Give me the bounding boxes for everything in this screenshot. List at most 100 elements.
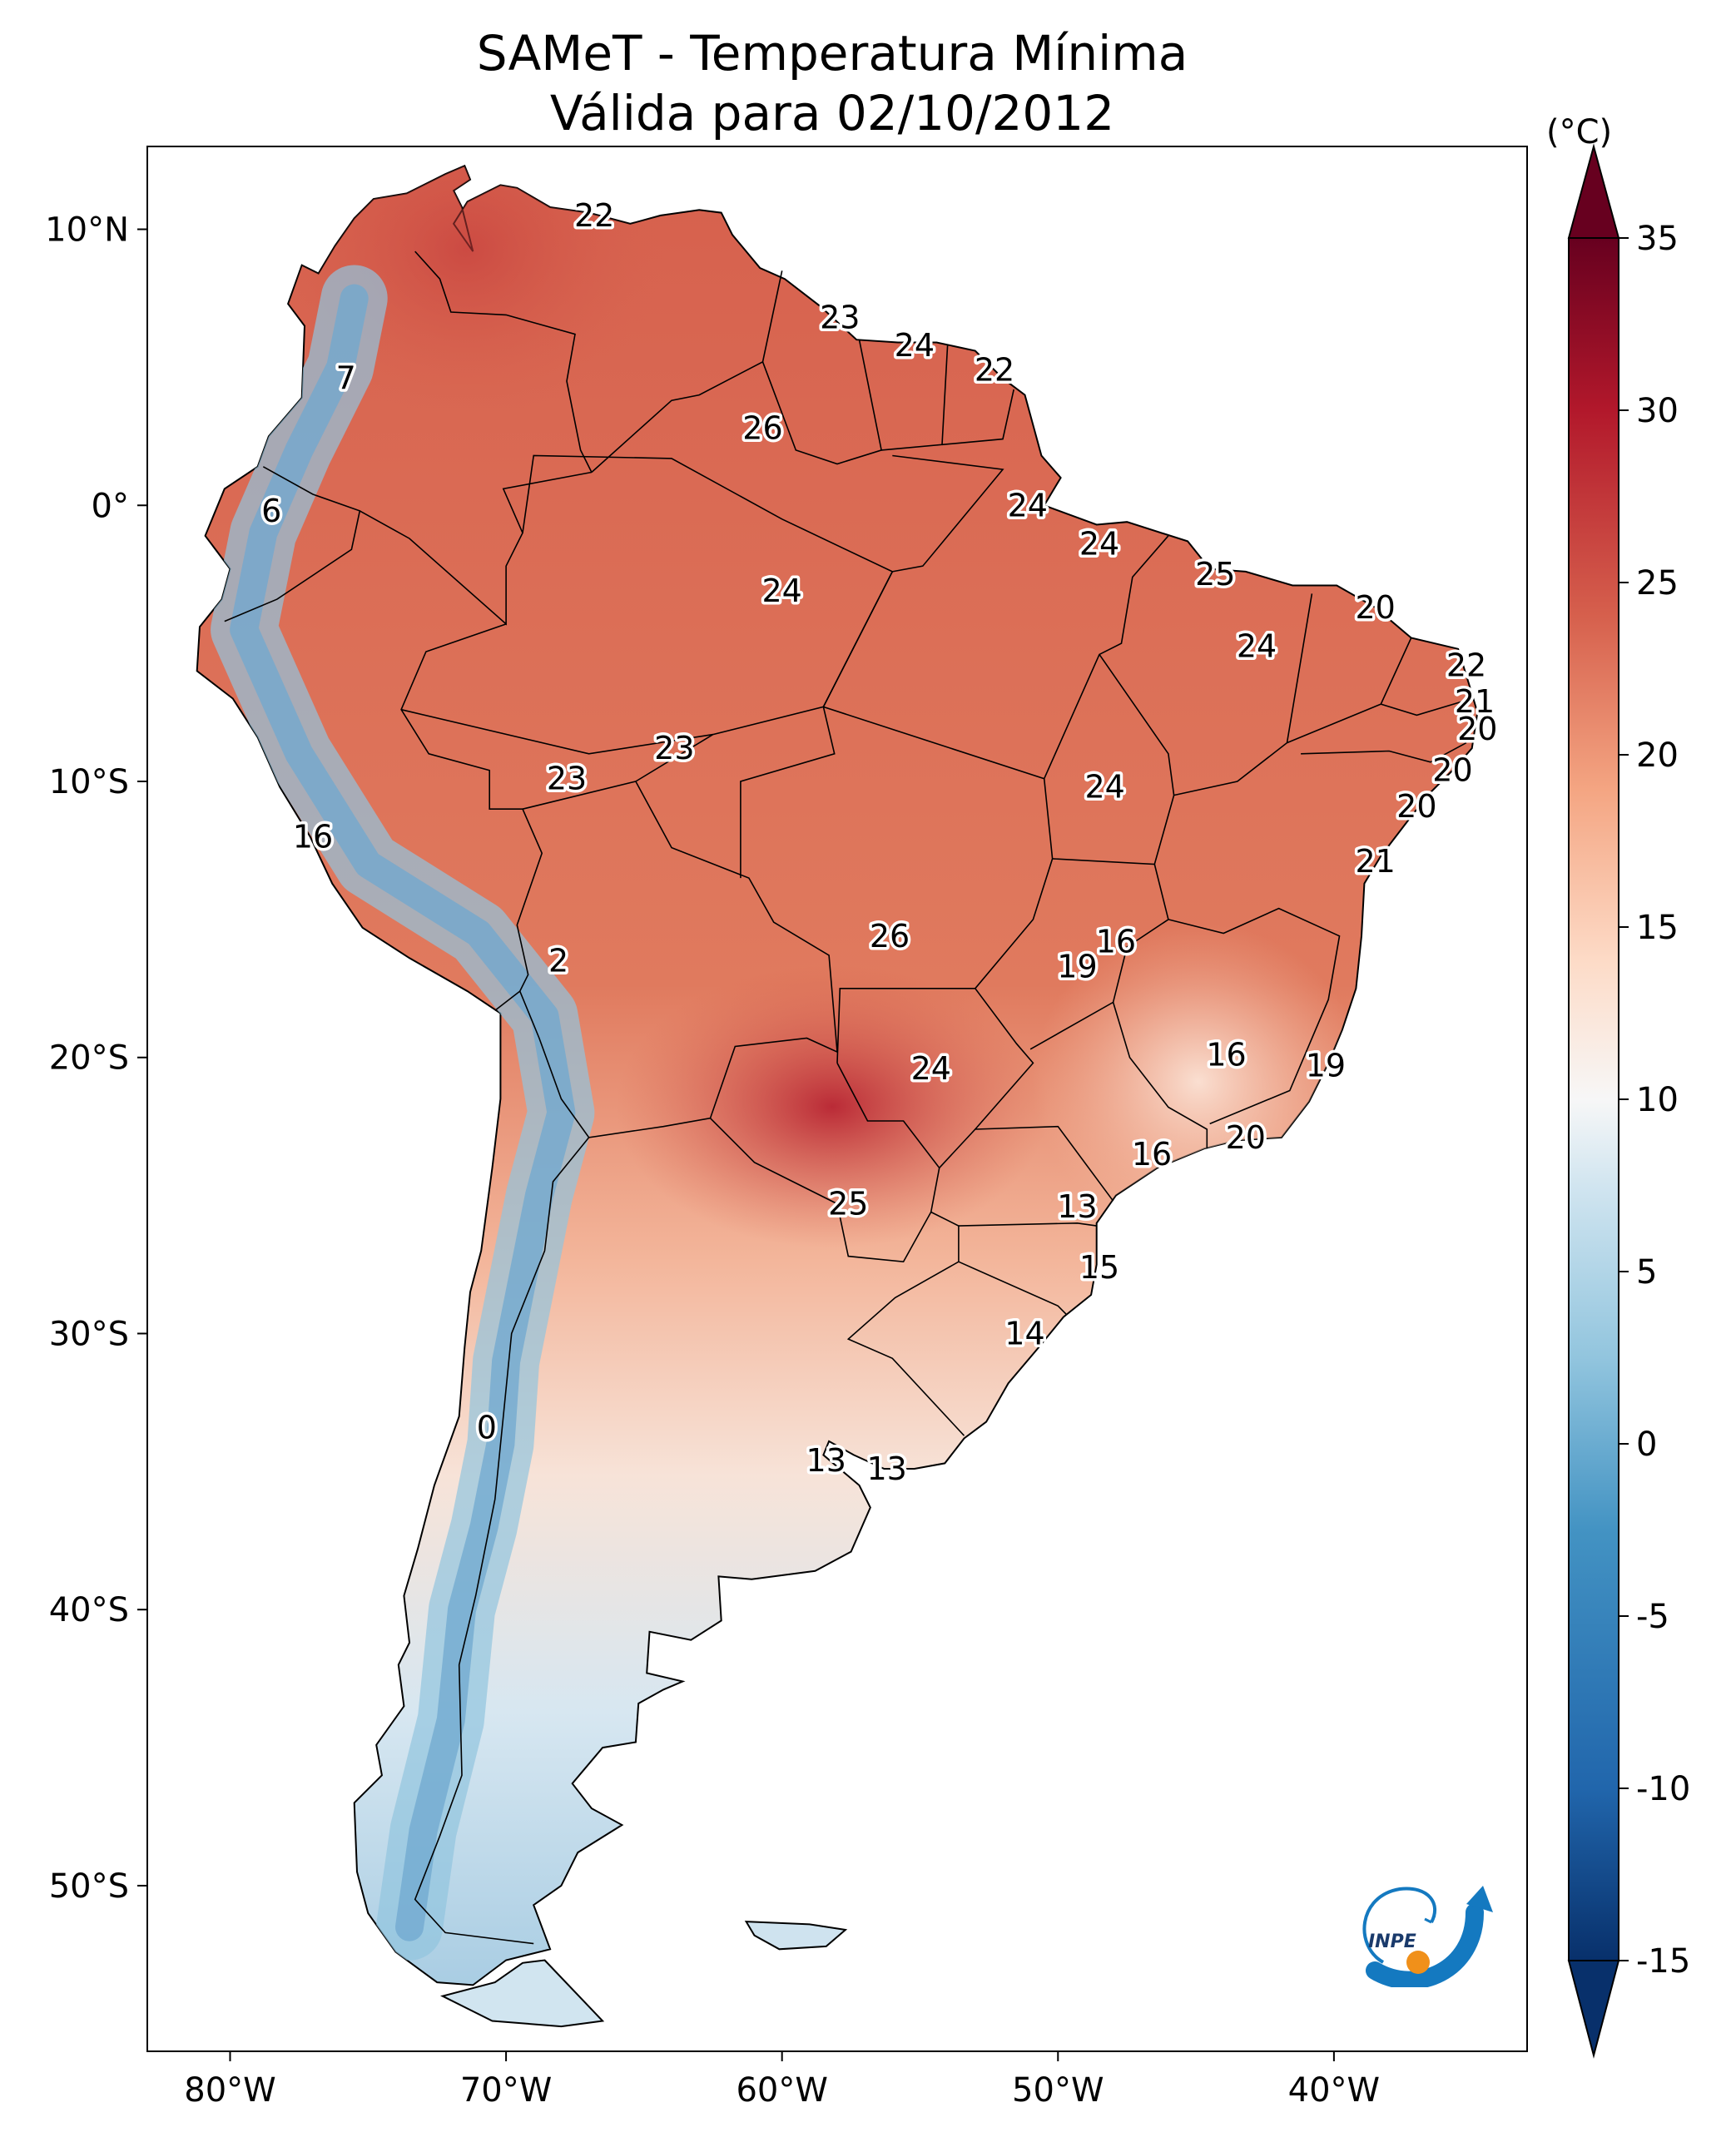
- latitude-tick-label: 20°S: [49, 1039, 129, 1078]
- station-value-label: 25: [1195, 556, 1235, 593]
- station-value-label: 20: [1457, 711, 1497, 747]
- latitude-axis: 10°N 0° 10°S 20°S 30°S 40°S 50°S: [45, 211, 147, 1906]
- latitude-tick-label: 30°S: [49, 1315, 129, 1353]
- colorbar-tick-label: 0: [1636, 1426, 1657, 1464]
- station-value-label: 24: [1237, 627, 1277, 664]
- station-value-label: 22: [1446, 647, 1486, 684]
- colorbar-tick-label: -5: [1636, 1598, 1669, 1636]
- inpe-logo-text: INPE: [1368, 1931, 1416, 1952]
- border-line: [414, 1137, 590, 1945]
- colorbar-scale: [1568, 237, 1619, 1961]
- station-value-label: 2: [548, 943, 568, 979]
- border-line: [822, 571, 1054, 989]
- station-value-label: 13: [1057, 1188, 1097, 1225]
- station-value-label: 20: [1355, 589, 1395, 626]
- border-line: [709, 1063, 940, 1263]
- station-value-label: 20: [1226, 1119, 1266, 1156]
- station-value-label: 21: [1355, 843, 1395, 880]
- falkland-islands: [744, 1921, 848, 1951]
- latitude-tick-label: 50°S: [49, 1867, 129, 1906]
- border-line: [1112, 1002, 1208, 1149]
- border-line: [761, 340, 883, 465]
- latitude-tick-label: 40°S: [49, 1591, 129, 1629]
- station-value-label: 24: [911, 1050, 951, 1087]
- border-line: [400, 623, 543, 1011]
- border-line: [939, 1125, 1114, 1202]
- border-line: [958, 1261, 1067, 1315]
- station-value-label: 24: [1084, 769, 1124, 806]
- station-value-label: 16: [1206, 1036, 1246, 1073]
- border-line: [892, 454, 1004, 573]
- colorbar-tick-label: 5: [1636, 1253, 1657, 1292]
- station-value-label: 13: [806, 1442, 846, 1479]
- tierra-del-fuego: [439, 1959, 605, 2028]
- station-value-label: 22: [574, 197, 614, 234]
- station-value-label: 6: [261, 493, 281, 529]
- border-line: [941, 389, 1014, 446]
- colorbar-unit: (°C): [1546, 113, 1612, 151]
- station-value-label: 15: [1079, 1249, 1119, 1286]
- station-value-label: 19: [1306, 1048, 1346, 1084]
- station-value-label: 20: [1432, 752, 1472, 789]
- country-borders: [224, 250, 1472, 1945]
- colorbar-tick-label: -10: [1636, 1770, 1690, 1808]
- inpe-logo: INPE: [1362, 1886, 1493, 1987]
- station-value-label: 24: [1079, 526, 1119, 563]
- colorbar-tick-label: 15: [1636, 909, 1679, 947]
- station-value-label: 16: [1096, 923, 1136, 959]
- chart-title: SAMeT - Temperatura Mínima Válida para 0…: [0, 23, 1664, 143]
- colorbar-tick-label: 20: [1636, 736, 1679, 775]
- colorbar-tick-label: 35: [1636, 220, 1679, 258]
- longitude-tick-label: 70°W: [460, 2071, 552, 2110]
- station-value-label: 23: [820, 300, 860, 336]
- border-line: [1153, 864, 1341, 1125]
- border-line: [518, 781, 838, 1138]
- station-value-label: 7: [336, 360, 356, 397]
- colorbar: 35 30 25 20 15 10 5 0 -5 -10 -15 (°C): [1546, 113, 1690, 2059]
- title-line-1: SAMeT - Temperatura Mínima: [476, 25, 1188, 82]
- longitude-tick-label: 60°W: [736, 2071, 827, 2110]
- station-value-label: 24: [762, 573, 802, 609]
- colorbar-upper-extend: [1567, 143, 1620, 239]
- border-line: [1173, 593, 1313, 796]
- border-line: [359, 471, 593, 626]
- border-line: [1381, 697, 1472, 717]
- station-value-label: 22: [975, 352, 1014, 389]
- border-line: [836, 988, 1034, 1130]
- station-value-label: 20: [1396, 788, 1436, 825]
- colorbar-tick-label: 10: [1636, 1081, 1679, 1119]
- colorbar-tick-label: 25: [1636, 564, 1679, 602]
- border-line: [224, 466, 361, 622]
- station-value-label: 23: [547, 761, 587, 797]
- border-line: [414, 250, 593, 473]
- title-line-2: Válida para 02/10/2012: [549, 85, 1115, 141]
- latitude-tick-label: 10°S: [49, 763, 129, 801]
- longitude-axis: 80°W 70°W 60°W 50°W 40°W: [184, 2051, 1380, 2110]
- border-line: [1301, 741, 1467, 763]
- longitude-tick-label: 80°W: [184, 2071, 275, 2110]
- longitude-tick-label: 50°W: [1012, 2071, 1104, 2110]
- border-line: [635, 706, 836, 879]
- colorbar-ticks: 35 30 25 20 15 10 5 0 -5 -10 -15: [1619, 220, 1690, 1981]
- border-line: [1029, 919, 1169, 1050]
- station-value-label: 24: [1008, 487, 1048, 523]
- station-value-label: 16: [1132, 1136, 1172, 1173]
- station-value-label: 0: [477, 1409, 497, 1445]
- station-value-label: 13: [867, 1450, 907, 1487]
- border-line: [591, 270, 783, 474]
- colorbar-tick-label: 30: [1636, 392, 1679, 430]
- station-value-label: 26: [870, 918, 910, 955]
- station-value-label: 19: [1057, 948, 1097, 984]
- colorbar-tick-label: -15: [1636, 1942, 1690, 1981]
- station-value-label: 26: [742, 409, 782, 446]
- latitude-tick-label: 10°N: [45, 211, 129, 250]
- colorbar-lower-extend: [1567, 1960, 1620, 2059]
- border-line: [400, 708, 713, 755]
- border-line: [958, 1222, 1097, 1227]
- latitude-tick-label: 0°: [92, 487, 129, 525]
- border-line: [1043, 535, 1169, 780]
- station-value-label: 16: [293, 818, 333, 855]
- longitude-tick-label: 40°W: [1288, 2071, 1380, 2110]
